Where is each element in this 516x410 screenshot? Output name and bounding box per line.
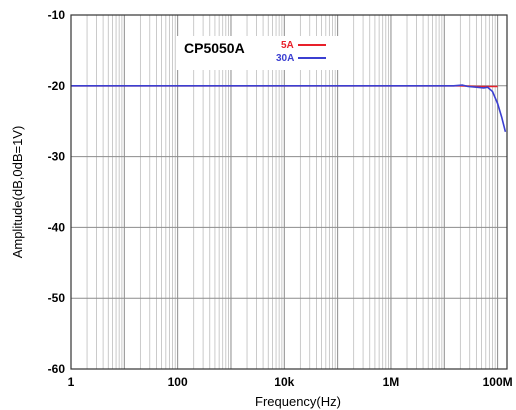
x-axis-label: Frequency(Hz) <box>255 394 341 409</box>
legend-box <box>176 36 340 70</box>
series-line-1 <box>71 84 507 133</box>
series-lines <box>71 84 507 133</box>
legend-title: CP5050A <box>184 40 245 56</box>
y-tick-label: -50 <box>48 291 66 305</box>
plot-frame <box>70 14 508 370</box>
legend: CP5050A 5A 30A <box>176 36 340 70</box>
y-tick-label: -10 <box>48 8 66 22</box>
y-tick-label: -20 <box>48 79 66 93</box>
plot-area <box>71 15 507 369</box>
legend-label-5a: 5A <box>281 40 294 51</box>
x-tick-label: 10k <box>274 375 294 389</box>
legend-label-30a: 30A <box>276 53 294 64</box>
x-tick-label: 1M <box>383 375 400 389</box>
x-tick-label: 100 <box>168 375 188 389</box>
y-tick-label: -30 <box>48 150 66 164</box>
x-tick-label: 100M <box>483 375 513 389</box>
y-tick-label: -40 <box>48 220 66 234</box>
x-tick-label: 1 <box>68 375 75 389</box>
y-axis-label: Amplitude(dB,0dB=1V) <box>10 126 25 259</box>
tick-labels: -10 -20 -30 -40 -50 -601 100 10k 1M 100M <box>48 8 513 389</box>
y-tick-label: -60 <box>48 362 66 376</box>
